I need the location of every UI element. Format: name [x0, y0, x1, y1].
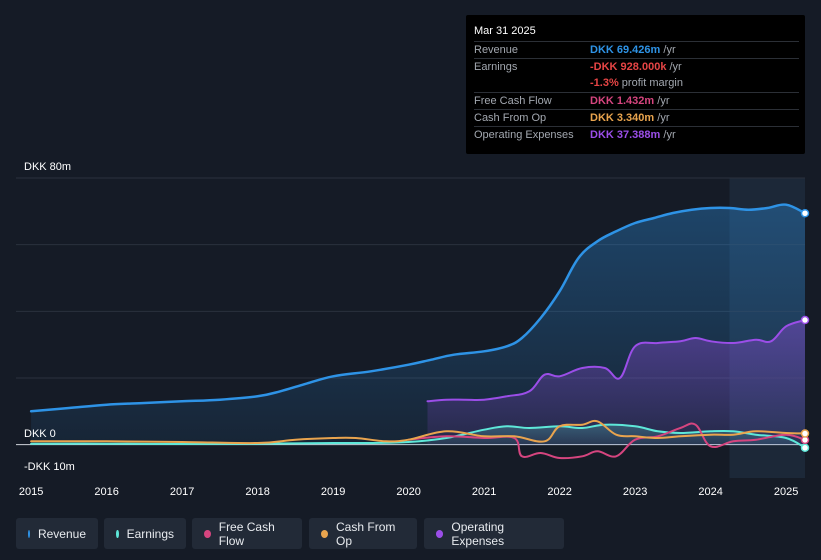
tooltip-row: Revenue DKK 69.426m /yr	[474, 41, 799, 59]
legend-earnings[interactable]: Earnings	[104, 518, 186, 549]
y-tick-label: DKK 0	[24, 428, 56, 440]
tooltip-value: -DKK 928.000k /yr	[590, 61, 682, 73]
tooltip-value: -1.3% profit margin	[590, 77, 683, 89]
x-tick-label: 2016	[94, 486, 118, 498]
tooltip-value: DKK 69.426m /yr	[590, 44, 676, 56]
x-tick-label: 2019	[321, 486, 345, 498]
legend-dot-icon	[321, 529, 329, 538]
x-tick-label: 2017	[170, 486, 194, 498]
tooltip-row: -1.3% profit margin	[474, 75, 799, 92]
tooltip-value: DKK 37.388m /yr	[590, 129, 676, 141]
tooltip-row: Operating Expenses DKK 37.388m /yr	[474, 126, 799, 144]
legend-cash-from-op[interactable]: Cash From Op	[309, 518, 417, 549]
legend-operating-expenses[interactable]: Operating Expenses	[424, 518, 564, 549]
free-cash-flow-line[interactable]	[407, 422, 806, 460]
legend-free-cash-flow[interactable]: Free Cash Flow	[192, 518, 302, 549]
tooltip-date: Mar 31 2025	[474, 25, 536, 37]
operating-expenses-endpoint	[800, 315, 810, 325]
legend-label: Operating Expenses	[451, 519, 505, 548]
operating-expenses-line[interactable]	[426, 319, 806, 403]
x-tick-label: 2025	[774, 486, 798, 498]
x-tick-label: 2015	[19, 486, 43, 498]
tooltip-label: Operating Expenses	[474, 129, 574, 141]
tooltip-value: DKK 1.432m /yr	[590, 95, 670, 107]
x-tick-label: 2021	[472, 486, 496, 498]
legend-revenue[interactable]: Revenue	[16, 518, 98, 549]
cash-from-op-line[interactable]	[30, 419, 806, 445]
operating-expenses-area	[427, 320, 805, 445]
legend-label: Revenue	[37, 526, 86, 541]
tooltip-value: DKK 3.340m /yr	[590, 112, 670, 124]
revenue-endpoint	[800, 208, 810, 218]
x-tick-label: 2020	[396, 486, 420, 498]
tooltip-row: Earnings -DKK 928.000k /yr	[474, 58, 799, 76]
tooltip-label: Earnings	[474, 61, 518, 73]
revenue-line[interactable]	[29, 203, 807, 413]
earnings-area	[31, 424, 806, 448]
legend-label: Earnings	[126, 526, 174, 541]
legend-dot-icon	[28, 529, 30, 538]
tooltip: Mar 31 2025 Revenue DKK 69.426m /yr Earnin…	[466, 15, 805, 154]
tooltip-label: Free Cash Flow	[474, 95, 552, 107]
legend-label: Cash From Op	[336, 519, 396, 548]
tooltip-label: Cash From Op	[474, 112, 547, 124]
tooltip-row: Free Cash Flow DKK 1.432m /yr	[474, 92, 799, 110]
x-tick-label: 2018	[245, 486, 269, 498]
y-tick-label: -DKK 10m	[24, 461, 75, 473]
earnings-endpoint	[800, 443, 810, 453]
tooltip-label: Revenue	[474, 44, 519, 56]
legend-label: Free Cash Flow	[218, 519, 275, 548]
legend-dot-icon	[436, 529, 444, 538]
x-tick-label: 2024	[698, 486, 722, 498]
cash-from-op-endpoint	[800, 429, 810, 438]
legend-dot-icon	[116, 529, 119, 538]
tooltip-row: Cash From Op DKK 3.340m /yr	[474, 109, 799, 127]
x-tick-label: 2023	[623, 486, 647, 498]
x-tick-label: 2022	[547, 486, 571, 498]
y-tick-label: DKK 80m	[24, 161, 71, 173]
legend-dot-icon	[204, 529, 211, 538]
earnings-line[interactable]	[30, 423, 806, 449]
